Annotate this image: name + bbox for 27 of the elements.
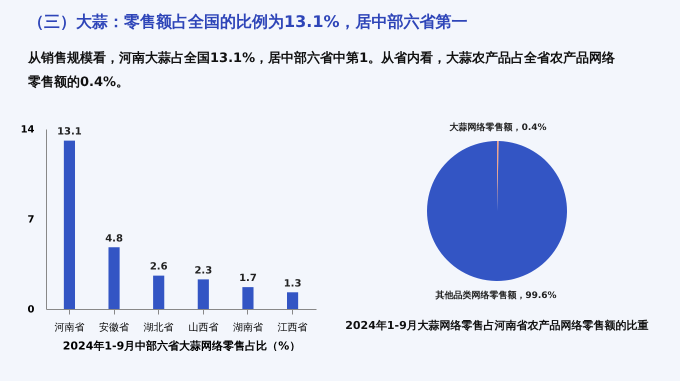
bar [198,279,209,309]
data-label: 1.3 [284,278,302,290]
data-label: 13.1 [57,126,82,138]
x-tick-label: 河南省 [54,322,84,334]
data-label: 1.7 [239,273,257,284]
x-tick-label: 湖北省 [144,322,174,334]
bar [286,292,298,309]
slice-label: 其他品类网络零售额，99.6% [434,290,557,301]
text: 从销售规模看，河南大蒜占全国13.1%，居中部六省中第1。从省内看，大蒜农产品占全省农产品网络零售额的0.4%。 [28,50,616,92]
text: 2024年1-9月大蒜网络零售占河南省农产品网络零售额的比重 [345,319,649,332]
data-label: 2.3 [194,265,212,276]
data-label: 2.6 [150,262,168,273]
y-tick-label: 14 [20,124,35,136]
x-tick-label: 江西省 [278,322,308,334]
x-tick-label: 安徽省 [99,322,130,334]
y-tick-label: 7 [28,214,35,226]
bar [108,247,120,309]
y-tick-label: 0 [28,304,35,316]
bar [153,276,164,309]
bar [242,287,254,309]
data-label: 4.8 [105,233,123,244]
x-tick-label: 湖南省 [232,322,263,334]
text: （三）大蒜：零售额占全国的比例为13.1%，居中部六省第一 [28,11,469,33]
pie-slice [427,141,567,281]
bar [64,140,76,309]
x-tick-label: 山西省 [188,322,218,334]
slice-label: 大蒜网络零售额，0.4% [450,122,547,134]
